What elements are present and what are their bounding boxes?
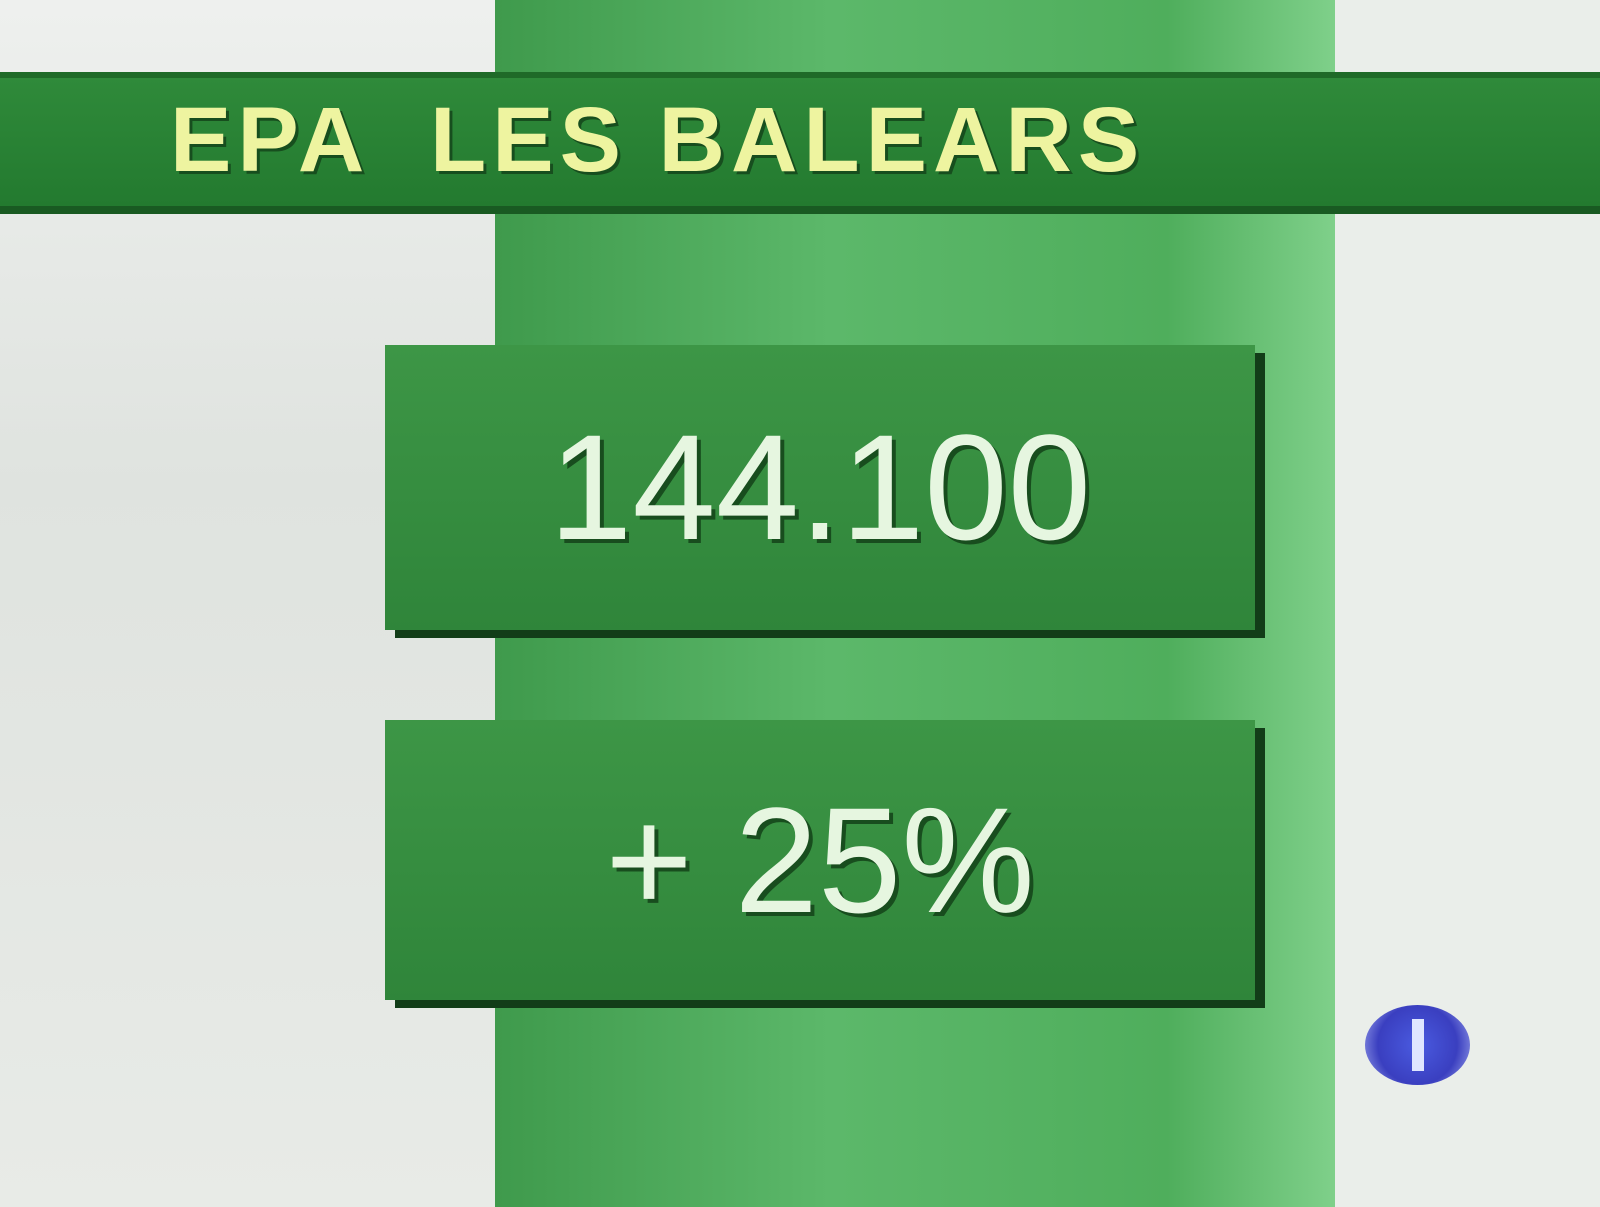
logo-bar — [1411, 1019, 1424, 1071]
tve-1-logo-icon — [1365, 1005, 1470, 1085]
stat-box-employment: 144.100 — [385, 345, 1255, 630]
header-title: EPA LES BALEARS — [170, 89, 1146, 191]
stat-change: + 25% — [605, 775, 1035, 944]
stat-box-change: + 25% — [385, 720, 1255, 1000]
header-band — [0, 72, 1600, 214]
stat-value: 144.100 — [548, 403, 1092, 571]
